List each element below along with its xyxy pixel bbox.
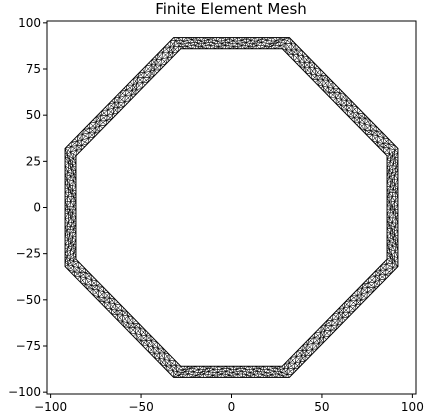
plot-title: Finite Element Mesh xyxy=(155,0,307,18)
y-tick-label: −75 xyxy=(16,339,41,353)
y-tick-label: 100 xyxy=(18,16,41,30)
x-tick-label: 100 xyxy=(401,400,424,413)
y-tick-label: 75 xyxy=(26,62,41,76)
mesh-elements xyxy=(64,36,399,379)
y-tick-label: −25 xyxy=(16,247,41,261)
y-tick-label: −100 xyxy=(8,385,41,399)
plot-axes: −100 −50 0 50 100 100 75 50 25 0 −25 −50 −75 −100 xyxy=(8,16,424,413)
x-tick-label: 50 xyxy=(314,400,329,413)
y-axis-ticks: 100 75 50 25 0 −25 −50 −75 −100 xyxy=(8,16,47,399)
mesh-outer-boundary xyxy=(64,37,399,378)
y-tick-label: −50 xyxy=(16,293,41,307)
y-tick-label: 25 xyxy=(26,154,41,168)
mesh-inner-boundary xyxy=(75,48,388,367)
mesh-layer xyxy=(64,36,399,379)
x-axis-ticks: −100 −50 0 50 100 xyxy=(34,394,424,413)
x-tick-label: 0 xyxy=(228,400,236,413)
y-tick-label: 50 xyxy=(26,108,41,122)
y-tick-label: 0 xyxy=(33,201,41,215)
x-tick-label: −50 xyxy=(128,400,153,413)
x-tick-label: −100 xyxy=(34,400,67,413)
